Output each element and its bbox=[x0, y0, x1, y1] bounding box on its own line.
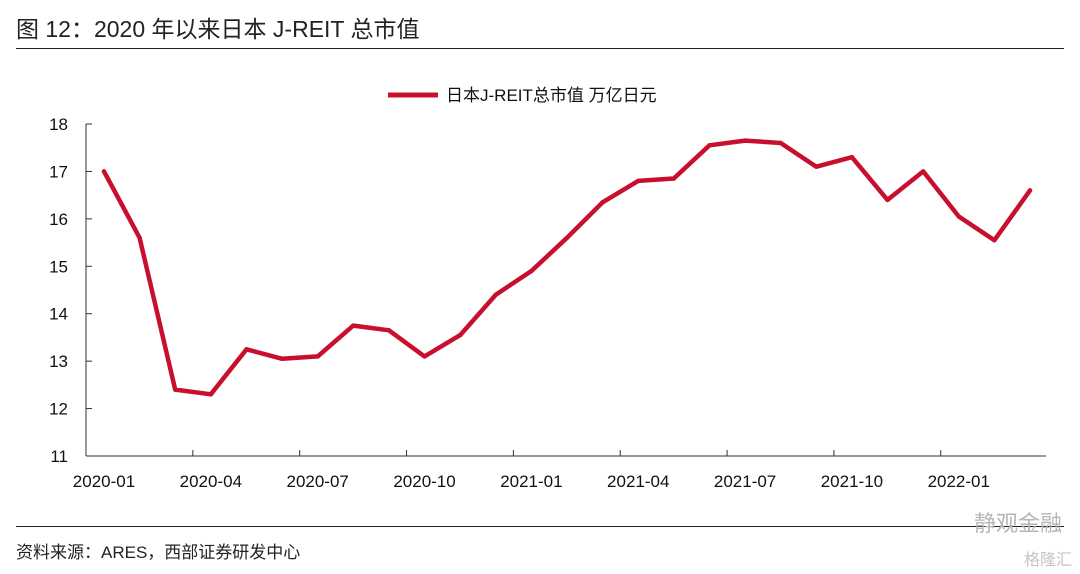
bottom-rule bbox=[16, 526, 1064, 527]
data-point bbox=[778, 140, 783, 146]
y-tick-label: 14 bbox=[49, 305, 68, 324]
x-tick-label: 2021-07 bbox=[714, 472, 776, 491]
x-tick-label: 2022-01 bbox=[928, 472, 990, 491]
figure-title: 图 12：2020 年以来日本 J-REIT 总市值 bbox=[16, 16, 420, 42]
data-point bbox=[636, 178, 641, 184]
data-point bbox=[315, 354, 320, 359]
data-point bbox=[992, 238, 997, 243]
y-tick-label: 16 bbox=[49, 210, 68, 229]
x-tick-label: 2021-01 bbox=[500, 472, 562, 491]
y-tick-label: 15 bbox=[49, 257, 68, 276]
data-point bbox=[493, 292, 498, 297]
data-point bbox=[457, 332, 463, 338]
data-point bbox=[173, 387, 178, 392]
x-tick-label: 2020-04 bbox=[180, 472, 242, 491]
watermark: 静观金融 bbox=[973, 511, 1062, 536]
data-point bbox=[529, 268, 534, 274]
y-tick-label: 13 bbox=[49, 352, 68, 371]
watermark-secondary: 格隆汇 bbox=[1023, 552, 1072, 569]
data-point bbox=[600, 200, 605, 205]
data-point bbox=[956, 214, 961, 219]
y-tick-label: 11 bbox=[50, 447, 68, 466]
data-point bbox=[386, 328, 392, 333]
data-point bbox=[885, 197, 890, 203]
x-tick-label: 2020-10 bbox=[393, 472, 455, 491]
data-point bbox=[707, 143, 712, 148]
legend-label: 日本J-REIT总市值 万亿日元 bbox=[446, 86, 657, 105]
y-tick-label: 18 bbox=[49, 115, 68, 134]
y-axis: 11 12 13 14 15 16 17 18 bbox=[49, 115, 92, 466]
series-group bbox=[101, 138, 1033, 397]
x-tick-label: 2020-07 bbox=[286, 472, 348, 491]
y-tick-label: 12 bbox=[49, 400, 68, 419]
data-point bbox=[671, 176, 677, 181]
x-tick-label: 2020-01 bbox=[73, 472, 135, 491]
series-line bbox=[101, 138, 1033, 397]
chart-legend: 日本J-REIT总市值 万亿日元 bbox=[388, 86, 657, 105]
x-tick-label: 2021-10 bbox=[821, 472, 883, 491]
y-tick-label: 17 bbox=[49, 162, 68, 181]
source-note: 资料来源：ARES，西部证券研发中心 bbox=[16, 543, 301, 562]
data-point bbox=[564, 235, 570, 241]
data-point bbox=[279, 356, 285, 361]
x-tick-label: 2021-04 bbox=[607, 472, 669, 491]
top-rule bbox=[16, 48, 1064, 49]
data-point bbox=[422, 354, 427, 359]
data-point bbox=[244, 347, 249, 352]
data-point bbox=[849, 155, 855, 160]
data-point bbox=[920, 169, 926, 174]
data-point bbox=[351, 323, 356, 328]
data-point bbox=[742, 138, 748, 143]
data-point bbox=[208, 392, 214, 397]
data-point bbox=[814, 164, 819, 169]
data-point bbox=[101, 169, 107, 174]
data-point bbox=[1027, 188, 1033, 193]
data-point bbox=[137, 235, 142, 241]
x-axis: 2020-01 2020-04 2020-07 2020-10 2021-01 2021-… bbox=[73, 450, 1046, 491]
